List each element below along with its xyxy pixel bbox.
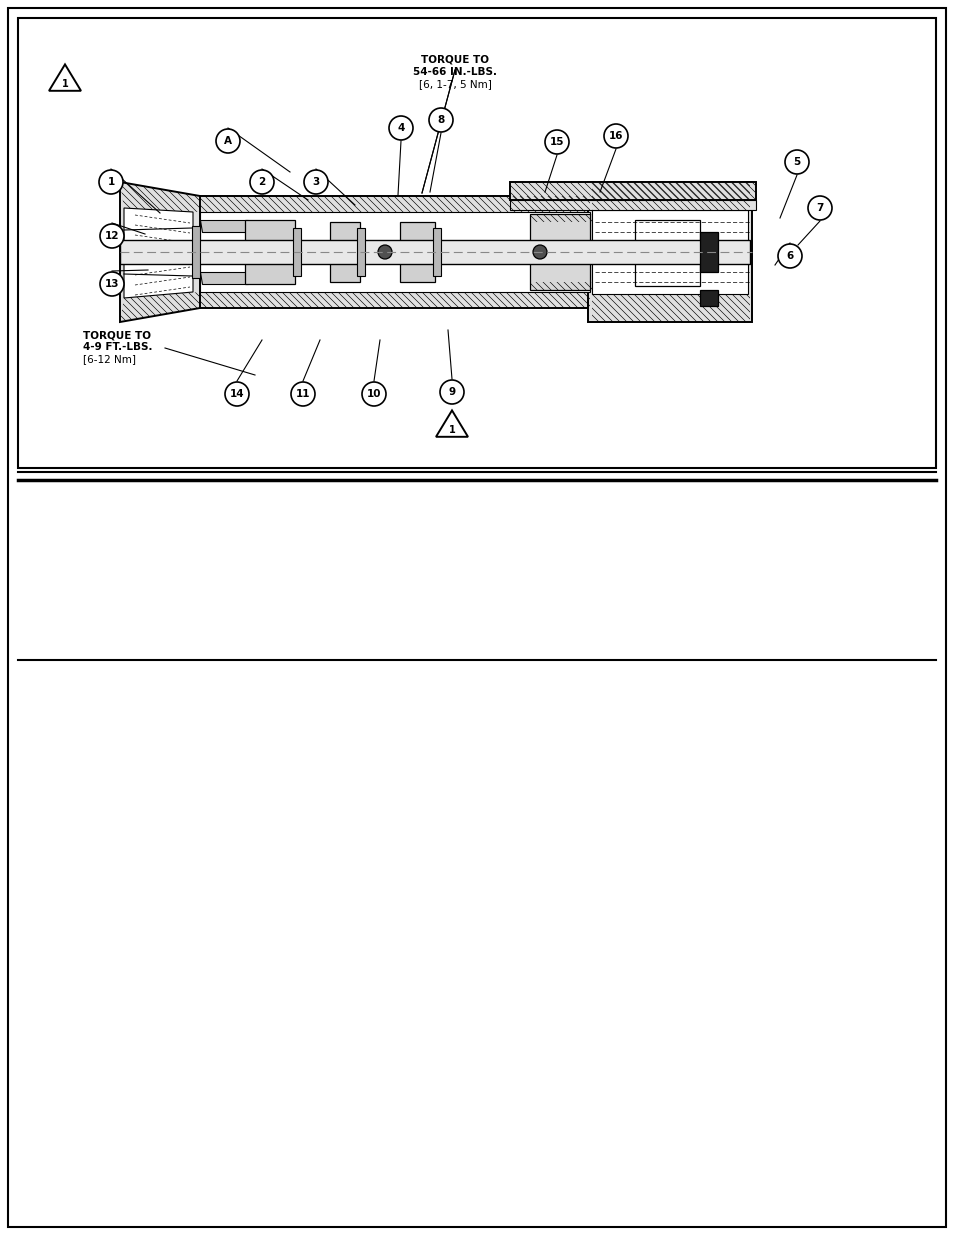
Polygon shape (195, 196, 592, 308)
Polygon shape (200, 212, 589, 291)
Circle shape (215, 128, 240, 153)
Polygon shape (124, 207, 193, 298)
Polygon shape (245, 220, 294, 284)
FancyBboxPatch shape (356, 228, 365, 275)
Polygon shape (510, 200, 755, 210)
Circle shape (304, 170, 328, 194)
Circle shape (250, 170, 274, 194)
Circle shape (100, 272, 124, 296)
Circle shape (544, 130, 568, 154)
Text: 4-9 FT.-LBS.: 4-9 FT.-LBS. (83, 342, 152, 352)
Circle shape (603, 124, 627, 148)
Text: 54-66 IN.-LBS.: 54-66 IN.-LBS. (413, 67, 497, 77)
Text: 7: 7 (816, 203, 822, 212)
Text: 3: 3 (312, 177, 319, 186)
FancyBboxPatch shape (192, 226, 200, 278)
Text: 8: 8 (436, 115, 444, 125)
Polygon shape (120, 240, 749, 264)
Polygon shape (200, 272, 248, 284)
Circle shape (225, 382, 249, 406)
Circle shape (99, 170, 123, 194)
Circle shape (439, 380, 463, 404)
Circle shape (389, 116, 413, 140)
Text: A: A (224, 136, 232, 146)
Text: [6, 1-7, 5 Nm]: [6, 1-7, 5 Nm] (418, 79, 491, 89)
Circle shape (100, 224, 124, 248)
Text: 6: 6 (785, 251, 793, 261)
Text: 1: 1 (108, 177, 114, 186)
Circle shape (778, 245, 801, 268)
Polygon shape (510, 182, 755, 200)
Text: 1: 1 (62, 79, 69, 89)
Text: TORQUE TO: TORQUE TO (83, 330, 151, 340)
Circle shape (429, 107, 453, 132)
Text: [6-12 Nm]: [6-12 Nm] (83, 354, 136, 364)
FancyBboxPatch shape (700, 232, 718, 272)
Polygon shape (587, 182, 751, 322)
FancyBboxPatch shape (700, 290, 718, 306)
Text: 14: 14 (230, 389, 244, 399)
Polygon shape (330, 222, 359, 282)
Text: TORQUE TO: TORQUE TO (420, 56, 489, 65)
Text: 12: 12 (105, 231, 119, 241)
Circle shape (377, 245, 392, 259)
Polygon shape (399, 222, 435, 282)
Text: 5: 5 (793, 157, 800, 167)
Text: 16: 16 (608, 131, 622, 141)
Polygon shape (120, 182, 200, 322)
Circle shape (291, 382, 314, 406)
FancyBboxPatch shape (293, 228, 301, 275)
Text: 10: 10 (366, 389, 381, 399)
Text: 13: 13 (105, 279, 119, 289)
Polygon shape (200, 220, 248, 232)
FancyBboxPatch shape (18, 19, 935, 468)
Circle shape (533, 245, 546, 259)
Polygon shape (436, 410, 468, 437)
Polygon shape (635, 220, 700, 287)
FancyBboxPatch shape (8, 7, 945, 1228)
Polygon shape (530, 214, 589, 290)
Polygon shape (49, 64, 81, 91)
Polygon shape (592, 210, 747, 294)
Text: 2: 2 (258, 177, 265, 186)
Text: 1: 1 (448, 425, 455, 435)
Text: 9: 9 (448, 387, 456, 396)
Circle shape (361, 382, 386, 406)
Text: 11: 11 (295, 389, 310, 399)
Circle shape (807, 196, 831, 220)
Text: 4: 4 (396, 124, 404, 133)
FancyBboxPatch shape (433, 228, 440, 275)
Text: 15: 15 (549, 137, 563, 147)
Circle shape (784, 149, 808, 174)
